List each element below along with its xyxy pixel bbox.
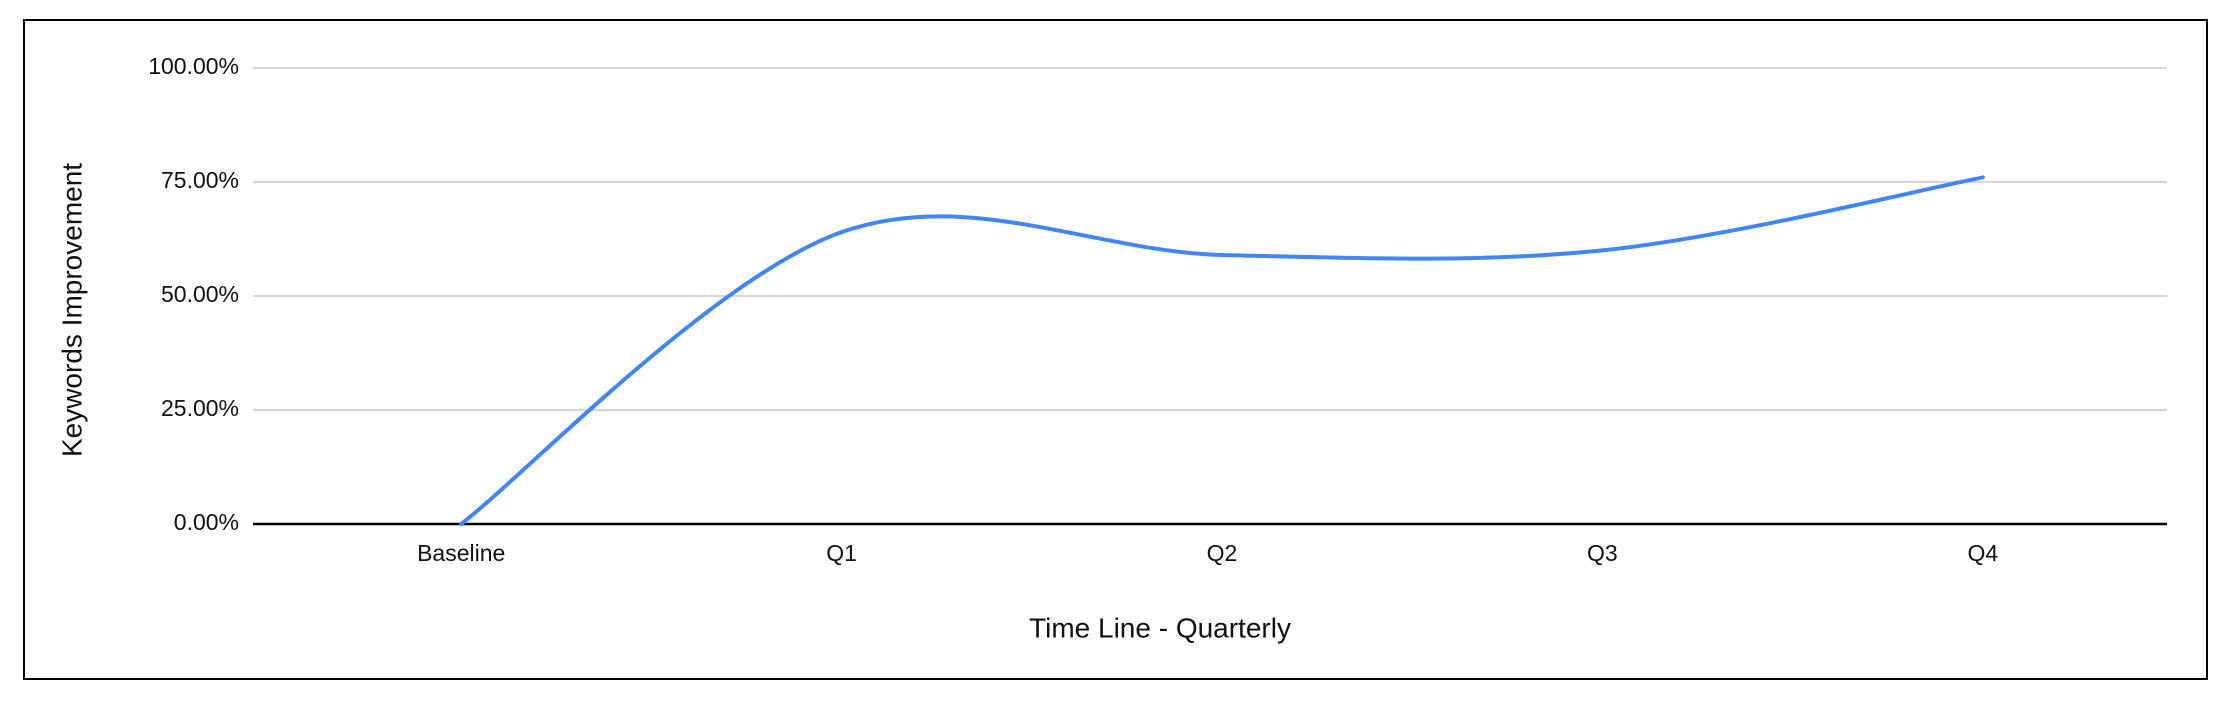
chart-border bbox=[23, 19, 2208, 680]
x-axis-title: Time Line - Quarterly bbox=[1029, 612, 1291, 643]
y-tick-label: 25.00% bbox=[161, 395, 239, 421]
x-tick-label: Q1 bbox=[826, 540, 857, 566]
y-tick-label: 100.00% bbox=[148, 53, 239, 79]
x-tick-label: Baseline bbox=[417, 540, 505, 566]
data-line bbox=[459, 175, 1985, 526]
y-axis-title: Keywords Improvement bbox=[56, 163, 87, 457]
x-tick-label: Q2 bbox=[1207, 540, 1238, 566]
x-tick-label: Q3 bbox=[1587, 540, 1618, 566]
y-tick-label: 75.00% bbox=[161, 167, 239, 193]
x-tick-label: Q4 bbox=[1967, 540, 1998, 566]
y-tick-label: 50.00% bbox=[161, 281, 239, 307]
y-tick-label: 0.00% bbox=[174, 509, 239, 535]
